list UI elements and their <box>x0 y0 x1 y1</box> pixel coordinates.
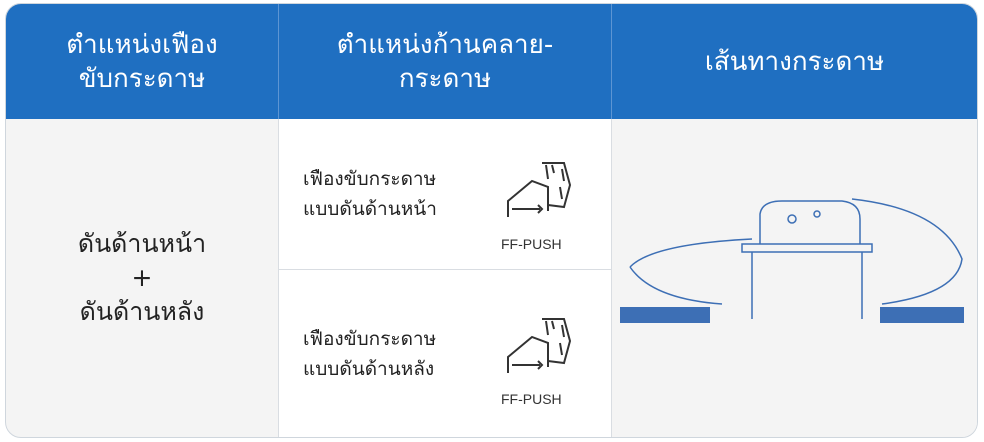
icon-label: FF-PUSH <box>501 391 562 407</box>
header-cell: ตำแหน่งก้านคลาย- กระดาษ <box>279 4 611 119</box>
divider <box>278 119 279 437</box>
header-cell: ตำแหน่งเฟือง ขับกระดาษ <box>6 4 278 119</box>
cell-text: แบบดันด้านหน้า <box>303 198 437 220</box>
tractor-icon <box>507 318 572 373</box>
cell-text: แบบดันด้านหลัง <box>303 357 435 380</box>
divider <box>279 269 611 270</box>
option-cell: เฟืองขับกระดาษ แบบดันด้านหลัง FF-PUSH <box>279 270 611 437</box>
cell-text: เฟืองขับกระดาษ <box>303 327 437 350</box>
position-cell: ดันด้านหน้า + ดันด้านหลัง <box>6 119 278 437</box>
divider <box>278 4 279 119</box>
divider <box>611 4 612 119</box>
table: ตำแหน่งเฟือง ขับกระดาษ ตำแหน่งก้านคลาย- … <box>5 3 978 438</box>
header-text: ขับกระดาษ <box>78 63 206 94</box>
option-cell: เฟืองขับกระดาษ แบบดันด้านหน้า FF-PUSH <box>279 119 611 269</box>
header-text: ตำแหน่งเฟือง <box>66 29 218 60</box>
cell-text: ดันด้านหน้า <box>77 229 207 258</box>
paper-path-illustration <box>612 119 977 437</box>
tractor-icon <box>507 162 572 217</box>
cell-text: + <box>131 263 153 292</box>
icon-label: FF-PUSH <box>501 236 562 252</box>
divider <box>611 119 612 437</box>
header-text: กระดาษ <box>398 63 492 94</box>
cell-text: ดันด้านหลัง <box>79 297 205 326</box>
header-cell: เส้นทางกระดาษ <box>612 4 977 119</box>
cell-text: เฟืองขับกระดาษ <box>303 168 437 190</box>
header-text: เส้นทางกระดาษ <box>704 46 885 77</box>
header-text: ตำแหน่งก้านคลาย- <box>336 29 554 60</box>
